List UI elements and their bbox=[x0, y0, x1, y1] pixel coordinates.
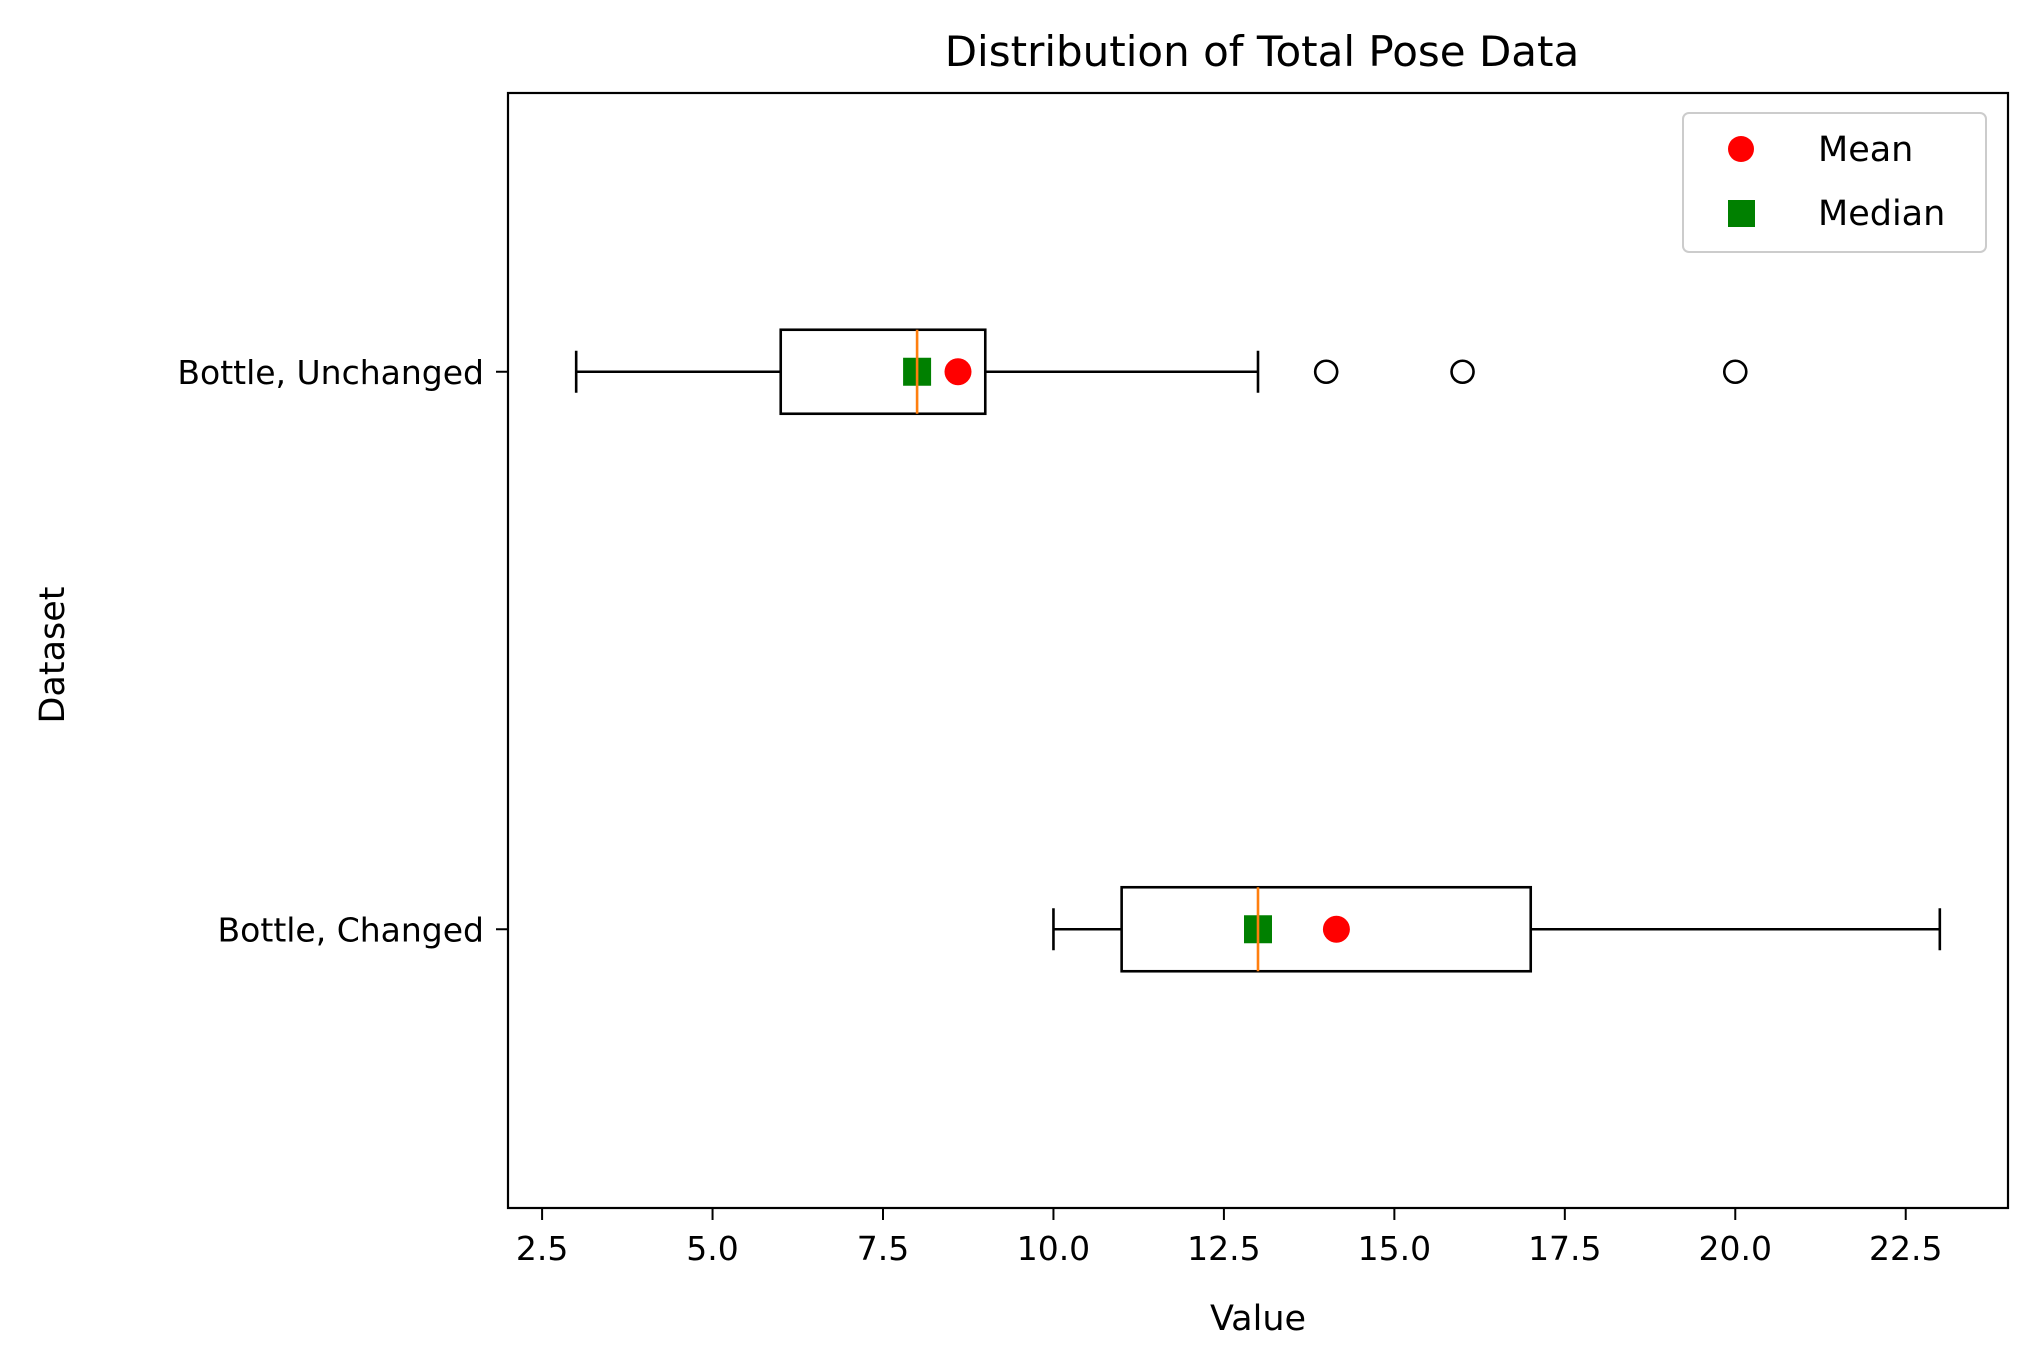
x-tick-label: 17.5 bbox=[1528, 1229, 1601, 1268]
y-axis: Bottle, Unchanged Bottle, Changed bbox=[177, 353, 508, 949]
plot-frame bbox=[506, 91, 2010, 1210]
iqr-box bbox=[779, 328, 987, 416]
x-tick-label: 15.0 bbox=[1358, 1229, 1431, 1268]
x-tick-label: 10.0 bbox=[1017, 1229, 1090, 1268]
x-axis: 2.5 5.0 7.5 10.0 12.5 15.0 17.5 20.0 22.5 bbox=[516, 1208, 1942, 1268]
y-axis-label: Dataset bbox=[33, 586, 73, 723]
y-tick-label: Bottle, Changed bbox=[218, 910, 484, 949]
box-group bbox=[1052, 885, 1942, 973]
legend-median-label: Median bbox=[1818, 194, 1945, 234]
legend-median-marker bbox=[1728, 200, 1755, 227]
x-axis-label: Value bbox=[1210, 1299, 1306, 1339]
outlier-point bbox=[1450, 359, 1475, 385]
plot-area bbox=[574, 328, 1942, 973]
y-tick-label: Bottle, Unchanged bbox=[177, 353, 484, 392]
legend-frame bbox=[1682, 112, 1987, 253]
x-tick-label: 22.5 bbox=[1869, 1229, 1942, 1268]
x-tick-label: 5.0 bbox=[686, 1229, 738, 1268]
x-tick-label: 7.5 bbox=[857, 1229, 909, 1268]
mean-marker bbox=[944, 358, 972, 386]
mean-marker bbox=[1322, 915, 1350, 943]
legend-mean-marker bbox=[1728, 136, 1754, 162]
outlier-point bbox=[1722, 359, 1748, 385]
x-tick-label: 2.5 bbox=[516, 1229, 568, 1268]
outlier-point bbox=[1313, 359, 1339, 385]
iqr-box bbox=[1120, 885, 1533, 973]
chart-title: Distribution of Total Pose Data bbox=[945, 27, 1580, 76]
legend: Mean Median bbox=[1682, 112, 1987, 253]
legend-mean-label: Mean bbox=[1818, 130, 1913, 170]
x-tick-label: 20.0 bbox=[1699, 1229, 1772, 1268]
box-group bbox=[574, 328, 1748, 416]
x-tick-label: 12.5 bbox=[1187, 1229, 1260, 1268]
